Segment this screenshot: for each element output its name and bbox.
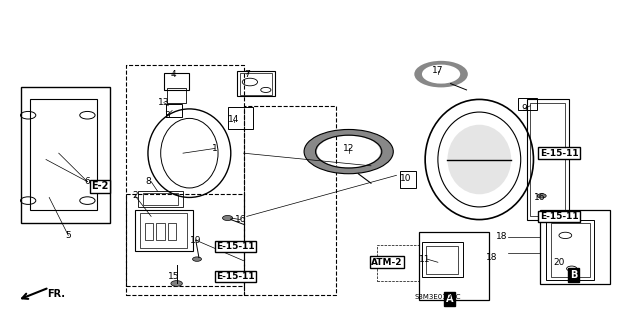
Text: 4: 4 (171, 70, 176, 78)
Text: 18: 18 (496, 233, 508, 241)
Bar (140, 213, 187, 248)
Text: E-15-11: E-15-11 (540, 212, 579, 221)
Text: B: B (570, 270, 577, 280)
Text: 20: 20 (553, 258, 564, 267)
Circle shape (171, 281, 182, 286)
Bar (166, 104, 182, 117)
Bar (426, 246, 458, 274)
Bar (237, 71, 275, 96)
Bar (244, 106, 336, 295)
Bar (145, 223, 153, 240)
Text: 13: 13 (158, 98, 170, 107)
Text: 7: 7 (244, 70, 250, 78)
Bar (399, 171, 415, 188)
Bar (138, 191, 183, 207)
Text: E-2: E-2 (92, 182, 109, 191)
Bar (378, 245, 419, 281)
Text: 15: 15 (168, 272, 179, 281)
Bar (422, 242, 463, 277)
Text: 17: 17 (432, 66, 444, 76)
Text: 16: 16 (235, 215, 246, 224)
Bar (551, 223, 589, 277)
Text: E-15-11: E-15-11 (216, 242, 255, 251)
Text: 10: 10 (400, 174, 412, 183)
Text: 14: 14 (228, 115, 239, 124)
Text: FR.: FR. (47, 289, 65, 299)
Bar (527, 100, 568, 219)
Bar (241, 72, 272, 95)
Bar (20, 87, 109, 223)
Text: 3: 3 (164, 111, 170, 120)
Ellipse shape (447, 125, 511, 194)
Text: 8: 8 (145, 177, 151, 186)
Bar (540, 210, 610, 285)
Bar (135, 210, 193, 251)
Circle shape (223, 215, 233, 220)
Bar (228, 107, 253, 130)
Text: 12: 12 (343, 144, 355, 153)
Bar (143, 193, 178, 205)
Bar (30, 100, 97, 210)
Bar (531, 103, 565, 216)
Text: 11: 11 (419, 255, 431, 263)
Text: E-15-11: E-15-11 (216, 272, 255, 281)
Text: 1: 1 (212, 144, 218, 153)
Bar (546, 219, 594, 280)
Text: ATM-2: ATM-2 (371, 258, 403, 267)
Bar (125, 65, 244, 295)
Circle shape (538, 194, 546, 198)
Bar (164, 72, 189, 90)
Bar (419, 232, 489, 300)
Text: 18: 18 (486, 253, 498, 262)
Bar (125, 194, 244, 286)
Text: 9: 9 (521, 104, 527, 113)
Text: 16: 16 (534, 193, 545, 202)
Text: 2: 2 (132, 191, 138, 200)
Text: 19: 19 (190, 236, 202, 245)
Bar (156, 223, 164, 240)
Text: S3M3E0101C: S3M3E0101C (415, 294, 461, 300)
Circle shape (193, 257, 202, 261)
Text: E-15-11: E-15-11 (540, 149, 579, 158)
Text: 6: 6 (84, 177, 90, 186)
Bar (167, 88, 186, 103)
Bar (168, 223, 176, 240)
Text: 5: 5 (65, 231, 71, 240)
Text: A: A (445, 293, 453, 304)
Bar (518, 98, 537, 110)
